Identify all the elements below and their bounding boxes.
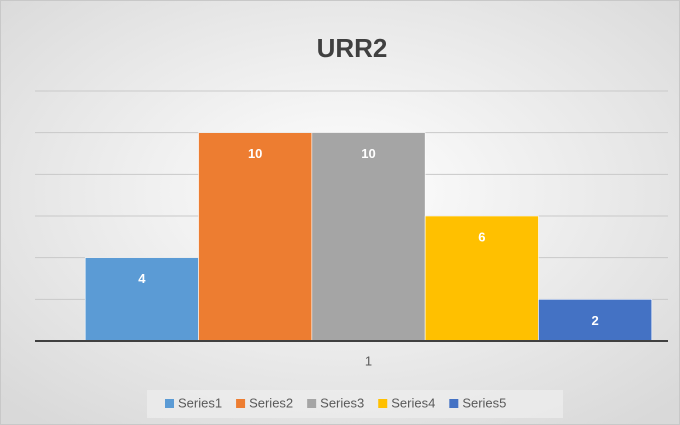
bar (311, 132, 426, 342)
legend-box (147, 390, 563, 418)
data-label: 2 (591, 313, 598, 328)
legend-swatch (165, 399, 174, 408)
legend-label: Series5 (462, 395, 506, 410)
legend-label: Series3 (320, 395, 364, 410)
legend-label: Series4 (391, 395, 435, 410)
legend-swatch (449, 399, 459, 408)
data-label: 6 (478, 229, 485, 244)
legend-swatch (236, 399, 246, 408)
data-label: 10 (248, 146, 262, 161)
x-tick-label: 1 (365, 353, 372, 368)
bar (198, 132, 313, 342)
bar (538, 299, 653, 342)
legend-label: Series2 (249, 395, 293, 410)
chart-title: URR2 (317, 33, 388, 63)
data-label: 4 (138, 271, 146, 286)
legend-swatch (307, 399, 317, 408)
legend-label: Series1 (178, 395, 222, 410)
data-label: 10 (361, 146, 375, 161)
legend-swatch (378, 399, 388, 408)
bar (84, 257, 199, 342)
